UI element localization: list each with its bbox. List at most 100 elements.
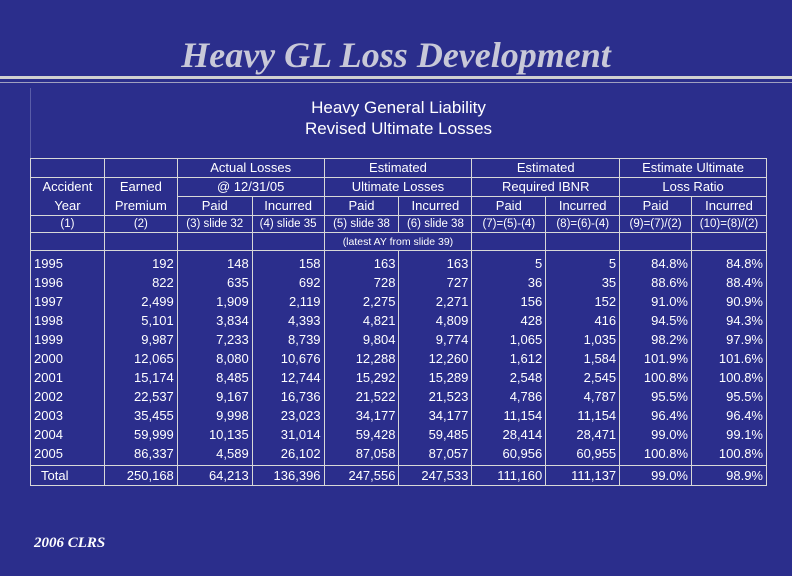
value-cell: 84.8%	[619, 250, 692, 273]
value-cell: 95.5%	[619, 387, 692, 406]
col-ref: (9)=(7)/(2)	[619, 215, 692, 233]
value-cell: 4,809	[398, 311, 473, 330]
total-value-cell: 111,137	[545, 465, 621, 486]
value-cell: 9,774	[398, 330, 473, 349]
table-row: 1995 192 148 158 163 163 5 5 84.8% 84.8%	[30, 250, 767, 273]
accident-year-cell: 2004	[30, 425, 105, 444]
group-header-row: Actual Losses Estimated Estimated Estima…	[30, 158, 767, 178]
value-cell: 163	[398, 250, 473, 273]
value-cell: 4,393	[251, 311, 325, 330]
value-cell: 22,537	[103, 387, 178, 406]
value-cell: 8,485	[176, 368, 253, 387]
value-cell: 727	[398, 273, 473, 292]
value-cell: 9,167	[176, 387, 253, 406]
panel-subtitle: Revised Ultimate Losses	[304, 119, 493, 138]
value-cell: 94.3%	[691, 311, 767, 330]
value-cell: 15,174	[103, 368, 178, 387]
value-cell: 94.5%	[619, 311, 692, 330]
value-cell: 728	[323, 273, 400, 292]
value-cell: 23,023	[251, 406, 325, 425]
value-cell: 100.8%	[619, 444, 692, 466]
col-header-premium: Premium	[103, 196, 178, 216]
value-cell: 88.4%	[691, 273, 767, 292]
estimated-ibnr-header: Estimated	[471, 158, 621, 178]
value-cell: 192	[103, 250, 178, 273]
col-ref: (8)=(6)-(4)	[545, 215, 621, 233]
value-cell: 11,154	[471, 406, 547, 425]
col-header-paid: Paid	[619, 196, 692, 216]
value-cell: 28,471	[545, 425, 621, 444]
estimated-ultimate-header: Estimated	[323, 158, 473, 178]
value-cell: 96.4%	[619, 406, 692, 425]
total-row: Total 250,168 64,213 136,396 247,556 247,533 1…	[30, 465, 767, 486]
panel-edge-line	[30, 88, 31, 166]
panel-title: Heavy General Liability	[311, 98, 486, 117]
value-cell: 158	[251, 250, 325, 273]
col-header-incurred: Incurred	[545, 196, 621, 216]
total-value-cell: 247,556	[323, 465, 400, 486]
col-ref: (4) slide 35	[251, 215, 325, 233]
total-value-cell: 64,213	[176, 465, 253, 486]
total-value-cell: 99.0%	[619, 465, 692, 486]
value-cell: 4,589	[176, 444, 253, 466]
value-cell: 87,058	[323, 444, 400, 466]
value-cell: 15,289	[398, 368, 473, 387]
estimated-ultimate-sub: Ultimate Losses	[323, 177, 473, 197]
total-label: Total	[30, 465, 105, 486]
value-cell: 5,101	[103, 311, 178, 330]
value-cell: 91.0%	[619, 292, 692, 311]
value-cell: 34,177	[398, 406, 473, 425]
col-ref: (6) slide 38	[398, 215, 473, 233]
value-cell: 5	[545, 250, 621, 273]
value-cell: 4,821	[323, 311, 400, 330]
value-cell: 2,499	[103, 292, 178, 311]
table-row: 1999 9,987 7,233 8,739 9,804 9,774 1,065 1,035 9…	[30, 330, 767, 349]
value-cell: 101.6%	[691, 349, 767, 368]
value-cell: 8,080	[176, 349, 253, 368]
value-cell: 59,485	[398, 425, 473, 444]
total-value-cell: 136,396	[251, 465, 325, 486]
value-cell: 152	[545, 292, 621, 311]
table-row: 1998 5,101 3,834 4,393 4,821 4,809 428 416 94.5%…	[30, 311, 767, 330]
value-cell: 99.1%	[691, 425, 767, 444]
total-value-cell: 98.9%	[691, 465, 767, 486]
value-cell: 2,119	[251, 292, 325, 311]
value-cell: 10,676	[251, 349, 325, 368]
value-cell: 3,834	[176, 311, 253, 330]
value-cell: 84.8%	[691, 250, 767, 273]
col-header-incurred: Incurred	[398, 196, 473, 216]
total-value-cell: 111,160	[471, 465, 547, 486]
value-cell: 2,548	[471, 368, 547, 387]
value-cell: 822	[103, 273, 178, 292]
table-row: 2002 22,537 9,167 16,736 21,522 21,523 4,786 4,…	[30, 387, 767, 406]
col-ref: (3) slide 32	[176, 215, 253, 233]
value-cell: 9,804	[323, 330, 400, 349]
value-cell: 60,956	[471, 444, 547, 466]
accident-year-cell: 1998	[30, 311, 105, 330]
col-header-incurred: Incurred	[251, 196, 325, 216]
value-cell: 59,428	[323, 425, 400, 444]
accident-year-cell: 2002	[30, 387, 105, 406]
value-cell: 10,135	[176, 425, 253, 444]
value-cell: 12,065	[103, 349, 178, 368]
table-row: 2004 59,999 10,135 31,014 59,428 59,485 28,414…	[30, 425, 767, 444]
value-cell: 15,292	[323, 368, 400, 387]
value-cell: 99.0%	[619, 425, 692, 444]
value-cell: 88.6%	[619, 273, 692, 292]
col-ref: (2)	[103, 215, 178, 233]
value-cell: 635	[176, 273, 253, 292]
value-cell: 97.9%	[691, 330, 767, 349]
value-cell: 4,786	[471, 387, 547, 406]
value-cell: 101.9%	[619, 349, 692, 368]
value-cell: 100.8%	[691, 368, 767, 387]
accident-year-cell: 2003	[30, 406, 105, 425]
value-cell: 36	[471, 273, 547, 292]
accident-year-cell: 2005	[30, 444, 105, 466]
value-cell: 35,455	[103, 406, 178, 425]
col-ref: (1)	[30, 215, 105, 233]
table-row: 2001 15,174 8,485 12,744 15,292 15,289 2,548 2,…	[30, 368, 767, 387]
value-cell: 16,736	[251, 387, 325, 406]
accident-year-cell: 2001	[30, 368, 105, 387]
value-cell: 21,522	[323, 387, 400, 406]
value-cell: 5	[471, 250, 547, 273]
